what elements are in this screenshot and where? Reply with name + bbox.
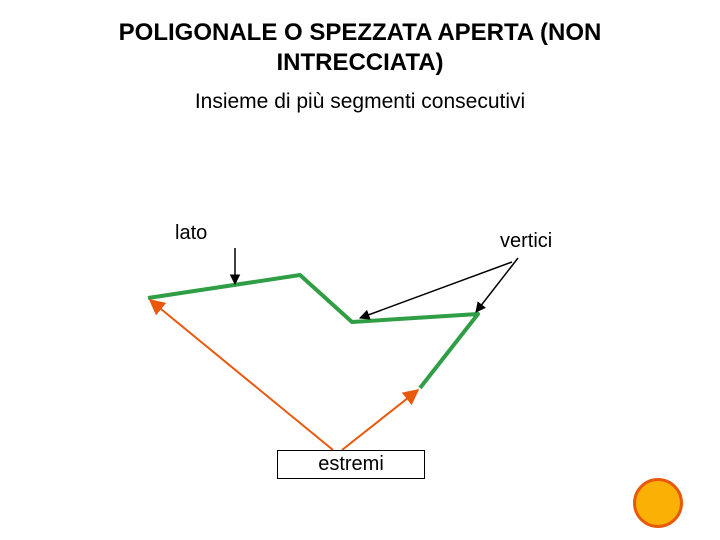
arrow-vertici-1 [360,262,512,318]
estremi-label-box: estremi [277,450,425,479]
estremi-label: estremi [318,453,384,475]
vertici-label: vertici [500,230,552,253]
lato-label: lato [175,222,207,245]
arrow-estremi-1 [150,300,333,450]
polyline-path [148,275,478,388]
arrow-vertici-2 [476,258,518,312]
decorative-circle-icon [633,478,683,528]
arrow-estremi-2 [342,390,418,450]
